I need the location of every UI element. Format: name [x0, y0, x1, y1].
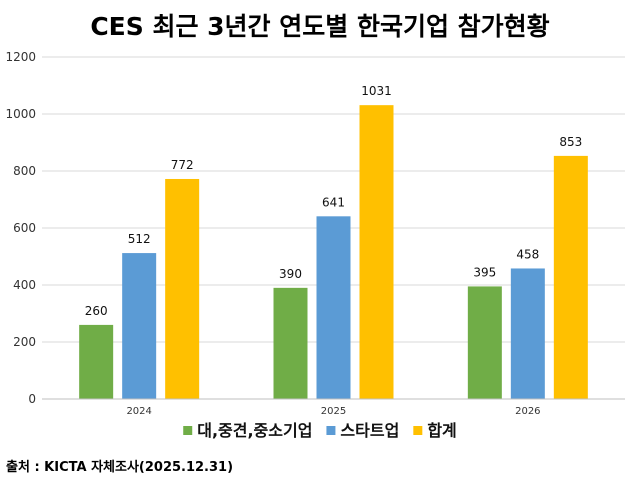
y-tick-label: 200: [13, 335, 36, 349]
data-label: 395: [473, 265, 496, 279]
y-tick-label: 400: [13, 278, 36, 292]
legend-label: 대,중견,중소기업: [197, 421, 312, 440]
legend-swatch: [413, 426, 423, 435]
data-label: 260: [85, 304, 108, 318]
bar-2024-1: [122, 253, 157, 399]
legend-swatch: [326, 426, 336, 435]
bar-2025-2: [359, 105, 394, 399]
legend: 대,중견,중소기업 스타트업 합계: [183, 421, 457, 440]
bar-2025-1: [316, 216, 351, 399]
bars: [79, 105, 588, 399]
bar-2026-2: [553, 155, 588, 399]
bar-2025-0: [273, 287, 308, 399]
data-label: 390: [279, 267, 302, 281]
legend-swatch: [183, 426, 193, 435]
y-tick-label: 1200: [5, 50, 36, 64]
x-tick-label: 2024: [126, 406, 151, 417]
y-axis: 0 200 400 600 800 1000 1200: [5, 50, 36, 406]
bar-2024-0: [79, 324, 114, 399]
data-label: 772: [171, 158, 194, 172]
data-label: 1031: [361, 84, 392, 98]
source-note: 출처 : KICTA 자체조사(2025.12.31): [6, 460, 234, 475]
chart-title: CES 최근 3년간 연도별 한국기업 참가현황: [90, 12, 549, 41]
y-tick-label: 0: [28, 392, 36, 406]
x-tick-label: 2025: [321, 406, 346, 417]
data-label: 458: [516, 247, 539, 261]
x-axis: 2024 2025 2026: [42, 398, 625, 417]
legend-item-0: 대,중견,중소기업: [183, 421, 312, 440]
y-tick-label: 800: [13, 164, 36, 178]
x-tick-label: 2026: [515, 406, 540, 417]
legend-item-1: 스타트업: [326, 421, 399, 440]
legend-item-2: 합계: [413, 421, 457, 440]
legend-label: 합계: [427, 421, 456, 440]
bar-2024-2: [165, 178, 200, 399]
bar-2026-1: [510, 268, 545, 399]
data-labels: 260 512 772 390 641 1031 395 458 853: [85, 84, 583, 318]
y-tick-label: 1000: [5, 107, 36, 121]
y-tick-label: 600: [13, 221, 36, 235]
data-label: 641: [322, 195, 345, 209]
bar-2026-0: [467, 286, 502, 399]
legend-label: 스타트업: [340, 421, 399, 440]
data-label: 512: [128, 232, 151, 246]
data-label: 853: [559, 135, 582, 149]
